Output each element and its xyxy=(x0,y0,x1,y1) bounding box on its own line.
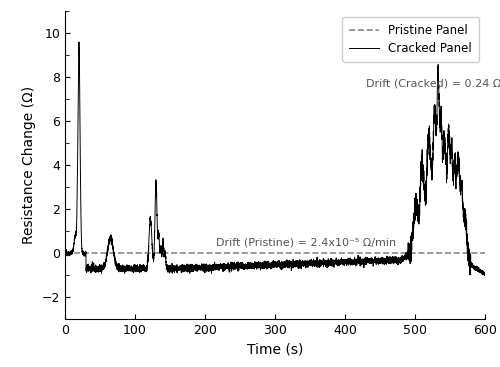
Legend: Pristine Panel, Cracked Panel: Pristine Panel, Cracked Panel xyxy=(342,17,479,62)
Y-axis label: Resistance Change (Ω): Resistance Change (Ω) xyxy=(22,86,36,244)
Text: Drift (Pristine) = 2.4x10⁻⁵ Ω/min: Drift (Pristine) = 2.4x10⁻⁵ Ω/min xyxy=(216,237,396,247)
Line: Cracked Panel: Cracked Panel xyxy=(65,42,485,275)
Text: Drift (Cracked) = 0.24 Ω/min: Drift (Cracked) = 0.24 Ω/min xyxy=(366,78,500,88)
Cracked Panel xyxy=(160,243,166,247)
Cracked Panel xyxy=(478,272,484,276)
Cracked Panel xyxy=(482,272,488,276)
X-axis label: Time (s): Time (s) xyxy=(247,343,303,357)
Cracked Panel xyxy=(250,266,256,271)
Cracked Panel xyxy=(220,263,226,267)
Cracked Panel xyxy=(482,273,488,277)
Cracked Panel xyxy=(62,251,68,256)
Cracked Panel xyxy=(76,40,82,44)
Cracked Panel xyxy=(164,268,170,272)
Cracked Panel xyxy=(162,250,168,254)
